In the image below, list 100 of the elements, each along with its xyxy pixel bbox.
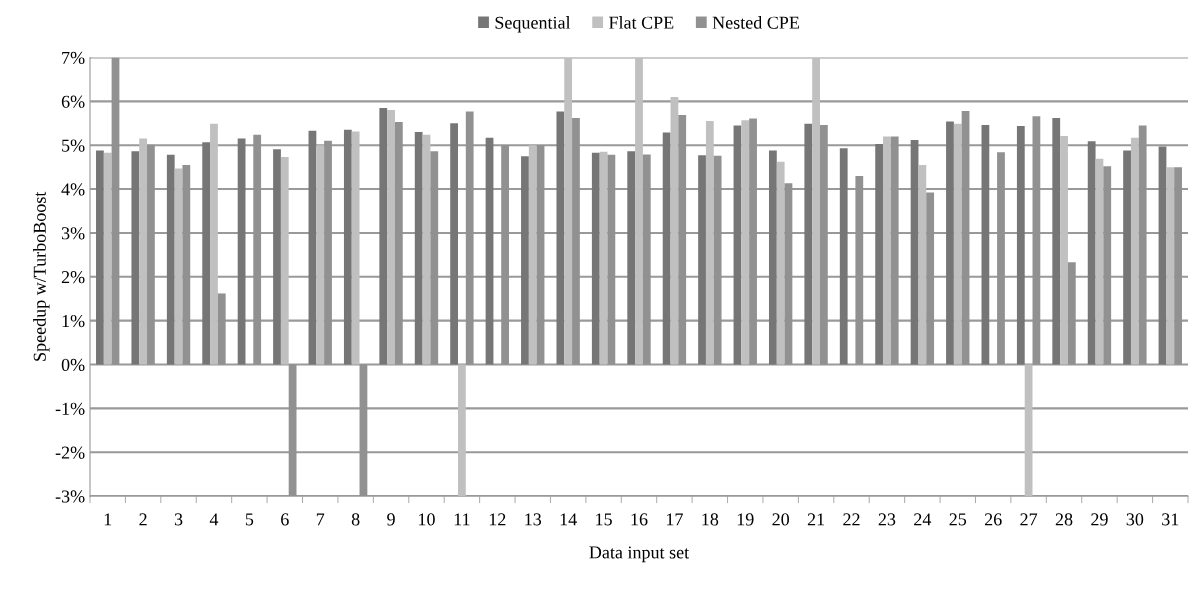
x-tick-label: 3	[174, 513, 183, 526]
bar	[741, 120, 750, 365]
bar	[953, 123, 962, 365]
bar	[635, 57, 643, 365]
bar	[875, 143, 884, 365]
x-tick-label: 16	[631, 513, 648, 526]
bar	[670, 96, 679, 365]
bar	[103, 152, 112, 365]
x-tick-label: 25	[949, 513, 967, 526]
bar	[1060, 135, 1068, 365]
y-tick-label: 5%	[62, 139, 85, 152]
bar	[174, 168, 183, 365]
bar	[1158, 146, 1167, 365]
x-tick-label: 26	[984, 513, 1002, 526]
legend-label: Nested CPE	[712, 16, 799, 29]
x-axis-title: Data input set	[589, 546, 690, 563]
bar	[458, 364, 466, 497]
y-tick-label: 3%	[61, 227, 85, 240]
bar	[812, 57, 820, 365]
x-tick-label: 9	[387, 513, 395, 526]
x-tick-label: 30	[1126, 513, 1144, 526]
bar	[521, 156, 529, 365]
x-tick-label: 18	[702, 513, 719, 526]
x-tick-label: 20	[772, 513, 790, 526]
x-tick-label: 21	[807, 513, 825, 526]
bar	[733, 125, 742, 365]
x-tick-label: 10	[419, 513, 435, 526]
bar	[698, 155, 706, 365]
y-tick-label: 0%	[61, 358, 85, 372]
x-tick-label: 8	[351, 513, 360, 526]
x-tick-label: 7	[316, 513, 325, 526]
bar	[131, 151, 140, 365]
bar	[883, 136, 891, 365]
x-tick-label: 2	[139, 513, 147, 526]
x-tick-label: 17	[666, 513, 683, 526]
bar	[96, 150, 104, 365]
x-tick-label: 4	[209, 513, 219, 526]
y-tick-label: -3%	[55, 490, 85, 503]
bar	[387, 110, 395, 365]
y-tick-label: 7%	[62, 51, 85, 64]
x-tick-label: 27	[1020, 513, 1038, 526]
bar	[1052, 118, 1061, 365]
bar	[210, 123, 218, 365]
bar	[591, 152, 600, 365]
bar	[599, 151, 608, 365]
x-tick-label: 31	[1162, 513, 1179, 526]
bar	[1024, 364, 1033, 497]
y-tick-label: 6%	[61, 95, 85, 108]
bar	[705, 121, 714, 365]
y-tick-label: 4%	[61, 183, 85, 196]
bar	[308, 130, 317, 365]
bar	[1095, 158, 1104, 365]
bar	[351, 131, 360, 365]
bar	[627, 151, 636, 365]
bar	[166, 154, 175, 365]
bar	[1166, 167, 1175, 365]
bar	[776, 161, 785, 365]
bar	[237, 138, 246, 365]
bar	[139, 138, 148, 365]
bar	[450, 123, 459, 365]
x-tick-label: 23	[878, 513, 896, 526]
y-tick-label: 2%	[61, 271, 85, 284]
y-axis-title: Speedup w/TurboBoost	[33, 191, 50, 361]
bar	[1087, 141, 1096, 365]
x-tick-label: 1	[104, 513, 112, 526]
bar	[839, 148, 848, 365]
bar	[316, 145, 325, 365]
bar	[1130, 137, 1139, 365]
x-tick-label: 6	[281, 513, 289, 526]
bar	[414, 132, 423, 365]
bar	[804, 123, 813, 365]
bar	[1016, 125, 1025, 365]
y-tick-label: -1%	[55, 402, 85, 415]
y-tick-label: -2%	[55, 446, 85, 459]
bar	[280, 157, 289, 365]
x-tick-label: 13	[525, 513, 542, 526]
x-tick-label: 24	[914, 513, 932, 526]
x-tick-label: 19	[737, 513, 754, 526]
bar	[422, 134, 431, 365]
x-tick-label: 12	[489, 513, 506, 526]
x-tick-label: 15	[596, 513, 612, 526]
bar	[768, 150, 777, 365]
x-tick-label: 14	[560, 513, 577, 526]
legend-label: Flat CPE	[609, 16, 674, 29]
x-tick-label: 11	[454, 513, 470, 526]
bar	[910, 139, 919, 365]
bar	[379, 107, 388, 365]
bar	[202, 142, 211, 365]
x-tick-label: 22	[843, 513, 860, 526]
x-tick-label: 5	[245, 513, 254, 526]
bar	[662, 132, 671, 365]
bar	[564, 57, 573, 365]
bar	[528, 145, 537, 365]
bar	[485, 137, 494, 365]
bar	[343, 129, 352, 365]
y-tick-label: 1%	[62, 314, 85, 328]
bar	[556, 111, 565, 365]
bar	[981, 125, 990, 365]
x-tick-label: 29	[1091, 513, 1108, 526]
bar	[273, 149, 281, 365]
